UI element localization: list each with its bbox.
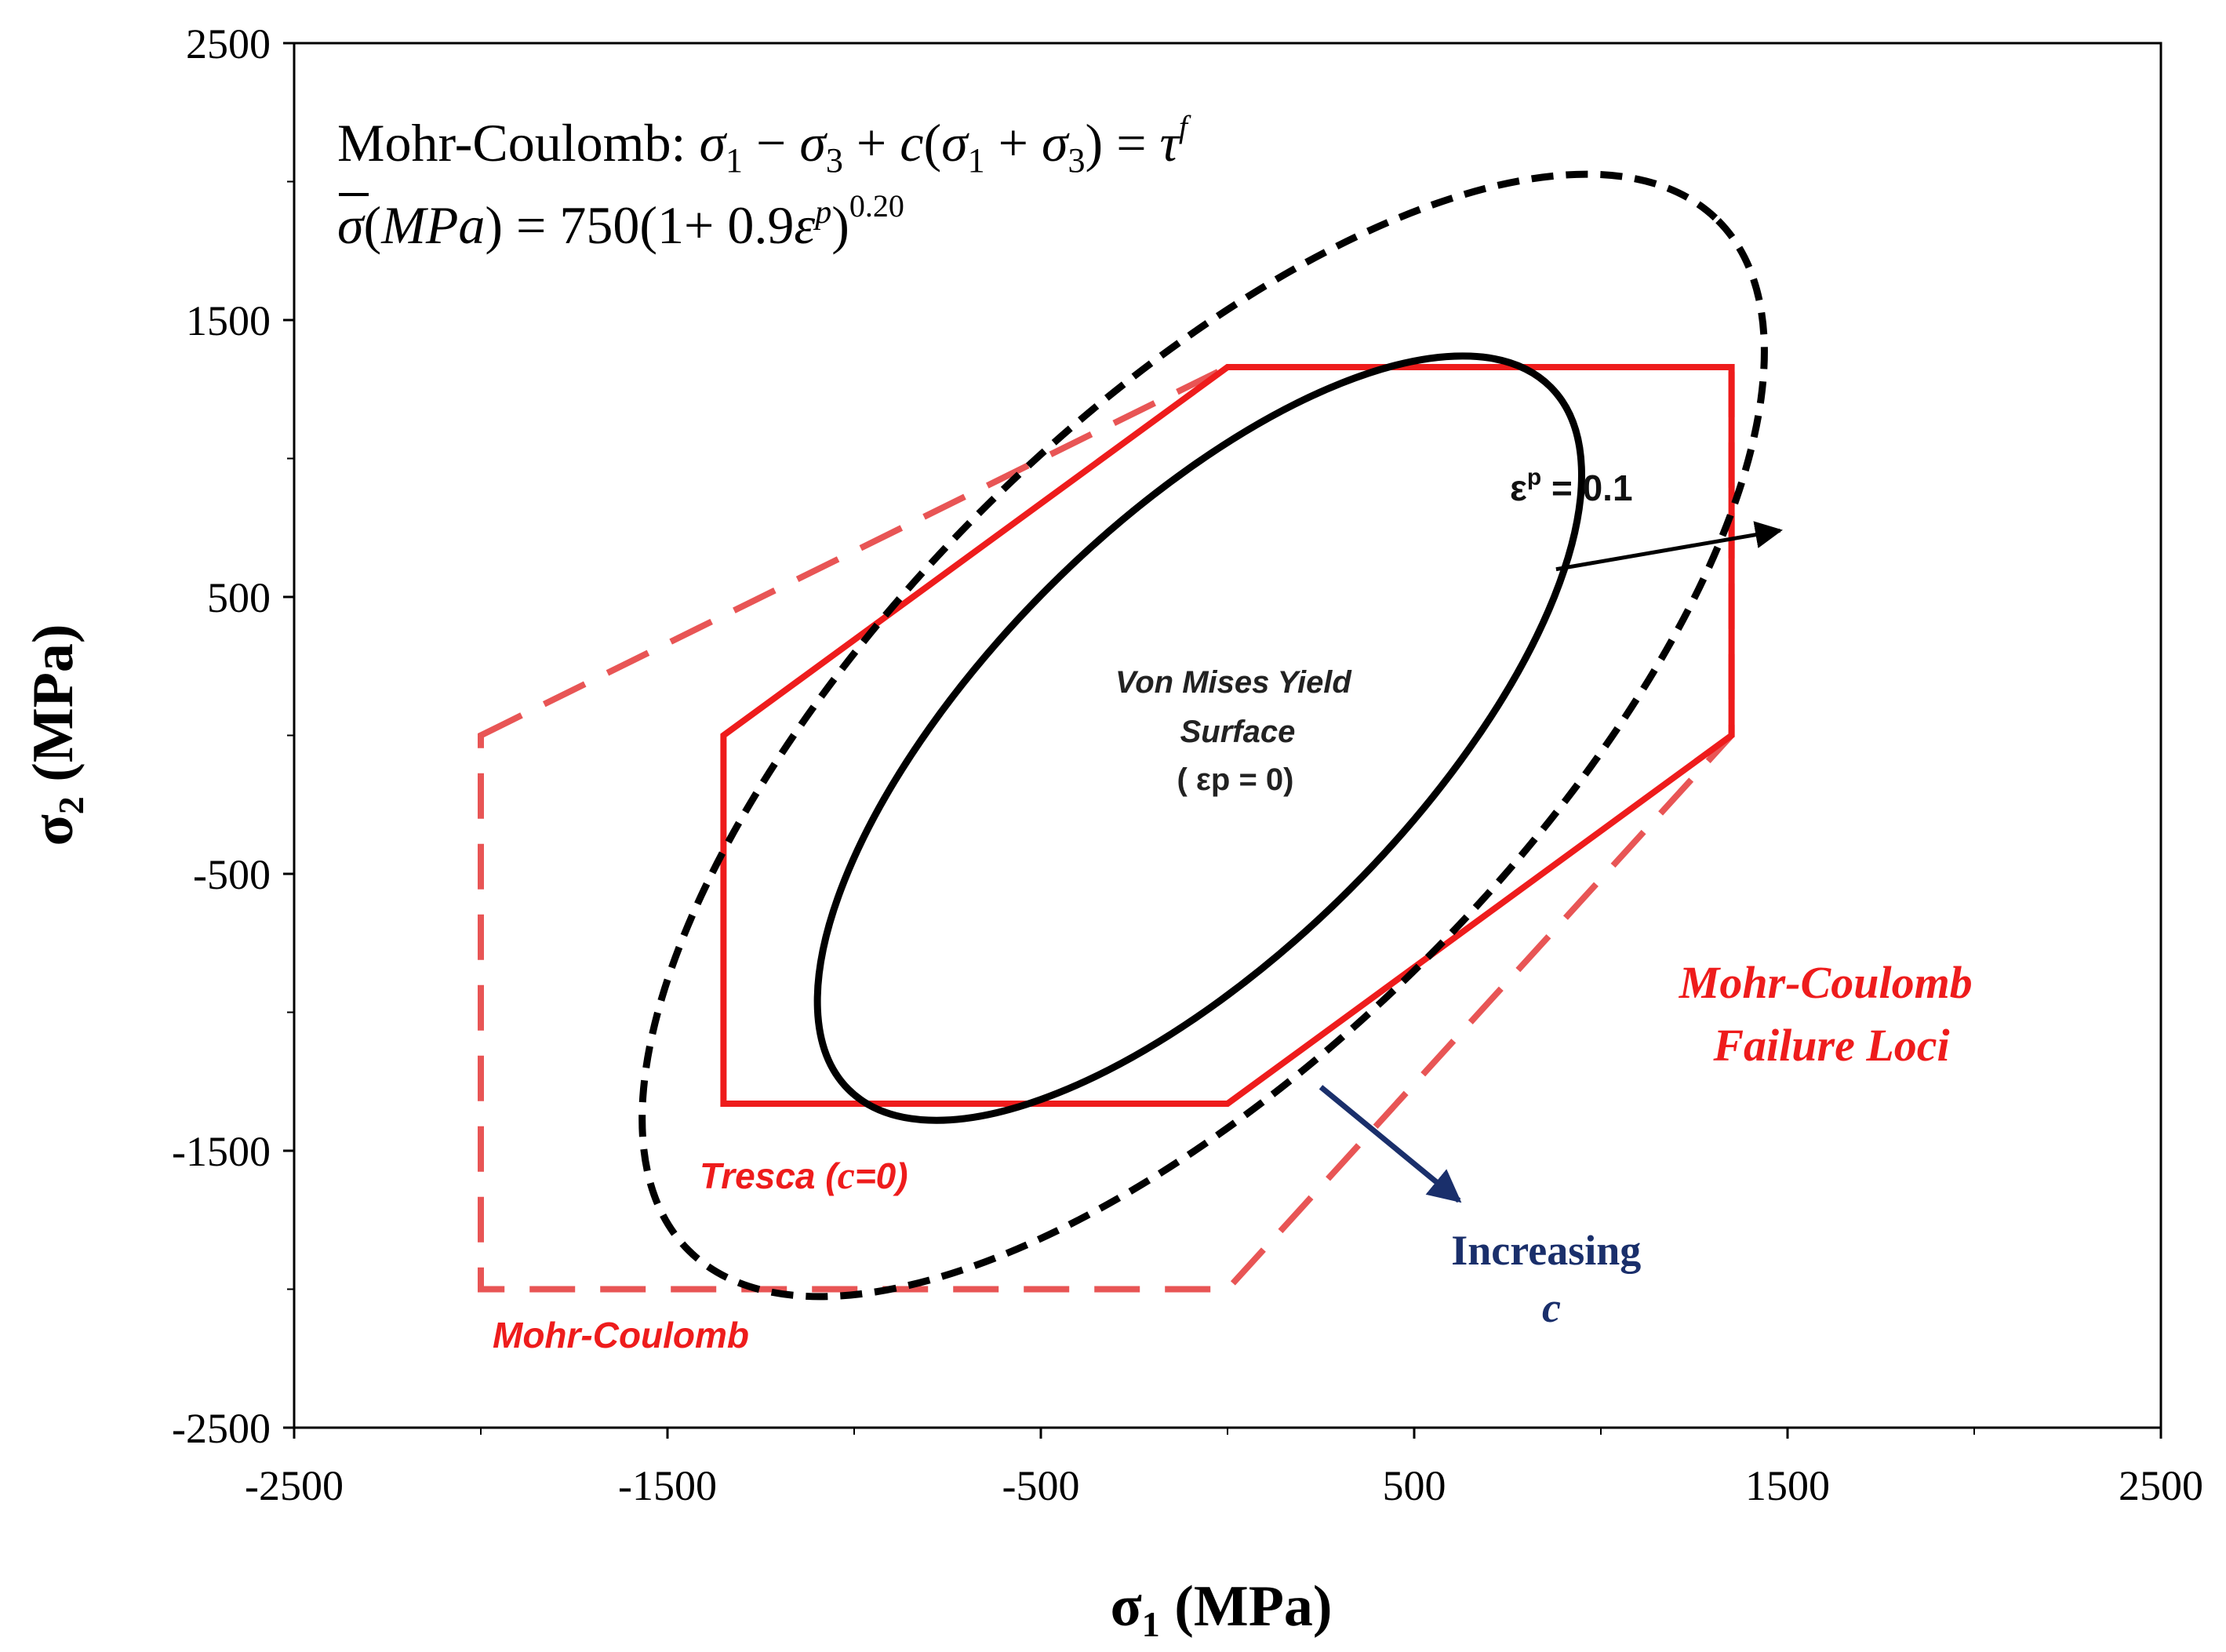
x-tick-label: 1500 <box>1745 1462 1830 1509</box>
x-axis-title: σ1 (MPa) <box>1110 1574 1332 1644</box>
x-tick-label: -500 <box>1002 1462 1080 1509</box>
x-tick-label: -1500 <box>618 1462 717 1509</box>
von-mises-ep-zero-label: ( εp = 0) <box>1177 762 1293 797</box>
y-tick-label: -1500 <box>172 1128 271 1175</box>
y-axis-title: σ2 (MPa) <box>21 624 91 846</box>
x-tick-label: -2500 <box>245 1462 344 1509</box>
tresca-label: Tresca (c=0) <box>700 1153 908 1197</box>
arrow-ep-outward <box>1555 521 1783 572</box>
ep-0-1-label: εp = 0.1 <box>1510 464 1633 508</box>
equation-line-1: Mohr-Coulomb: σ1 − σ3 + c(σ1 + σ3) = τf <box>337 109 1191 180</box>
axis-ticks <box>283 42 2162 1439</box>
von-mises-ellipse <box>813 352 1585 1124</box>
y-tick-label: 1500 <box>186 297 271 344</box>
y-tick-label: -2500 <box>172 1405 271 1452</box>
y-tick-label: -500 <box>193 851 271 898</box>
x-tick-labels: -2500 -1500 -500 500 1500 2500 <box>245 1462 2203 1509</box>
tresca-hexagon <box>720 364 1735 1107</box>
equation-line-2: σ(MPa) = 750(1+ 0.9εp)0.20 <box>337 188 904 255</box>
mohr-coulomb-failure-loci-label: Mohr-Coulomb Failure Loci <box>1679 957 1984 1071</box>
x-tick-label: 2500 <box>2119 1462 2203 1509</box>
arrow-increasing-c <box>1319 1085 1462 1203</box>
increasing-c-label: Increasing c <box>1451 1227 1652 1331</box>
von-mises-label: Von Mises Yield Surface <box>1115 665 1360 749</box>
y-tick-label: 500 <box>207 574 271 621</box>
mohr-coulomb-label: Mohr-Coulomb <box>493 1315 749 1355</box>
y-tick-label: 2500 <box>186 20 271 67</box>
y-tick-labels: -2500 -1500 -500 500 1500 2500 <box>172 20 271 1452</box>
x-tick-label: 500 <box>1383 1462 1446 1509</box>
